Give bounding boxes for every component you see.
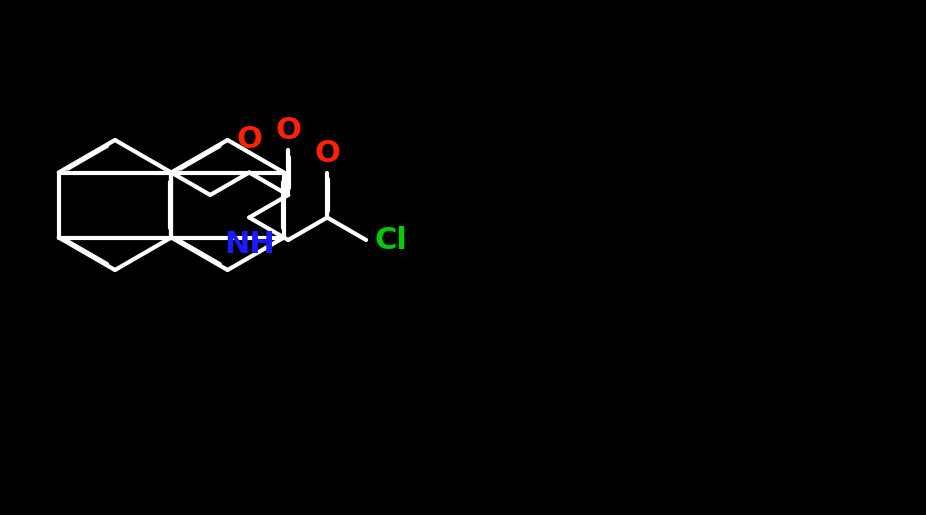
Text: Cl: Cl [374,226,407,254]
Text: NH: NH [224,230,275,259]
Text: O: O [275,116,301,145]
Text: O: O [314,139,340,167]
Text: O: O [236,126,262,154]
